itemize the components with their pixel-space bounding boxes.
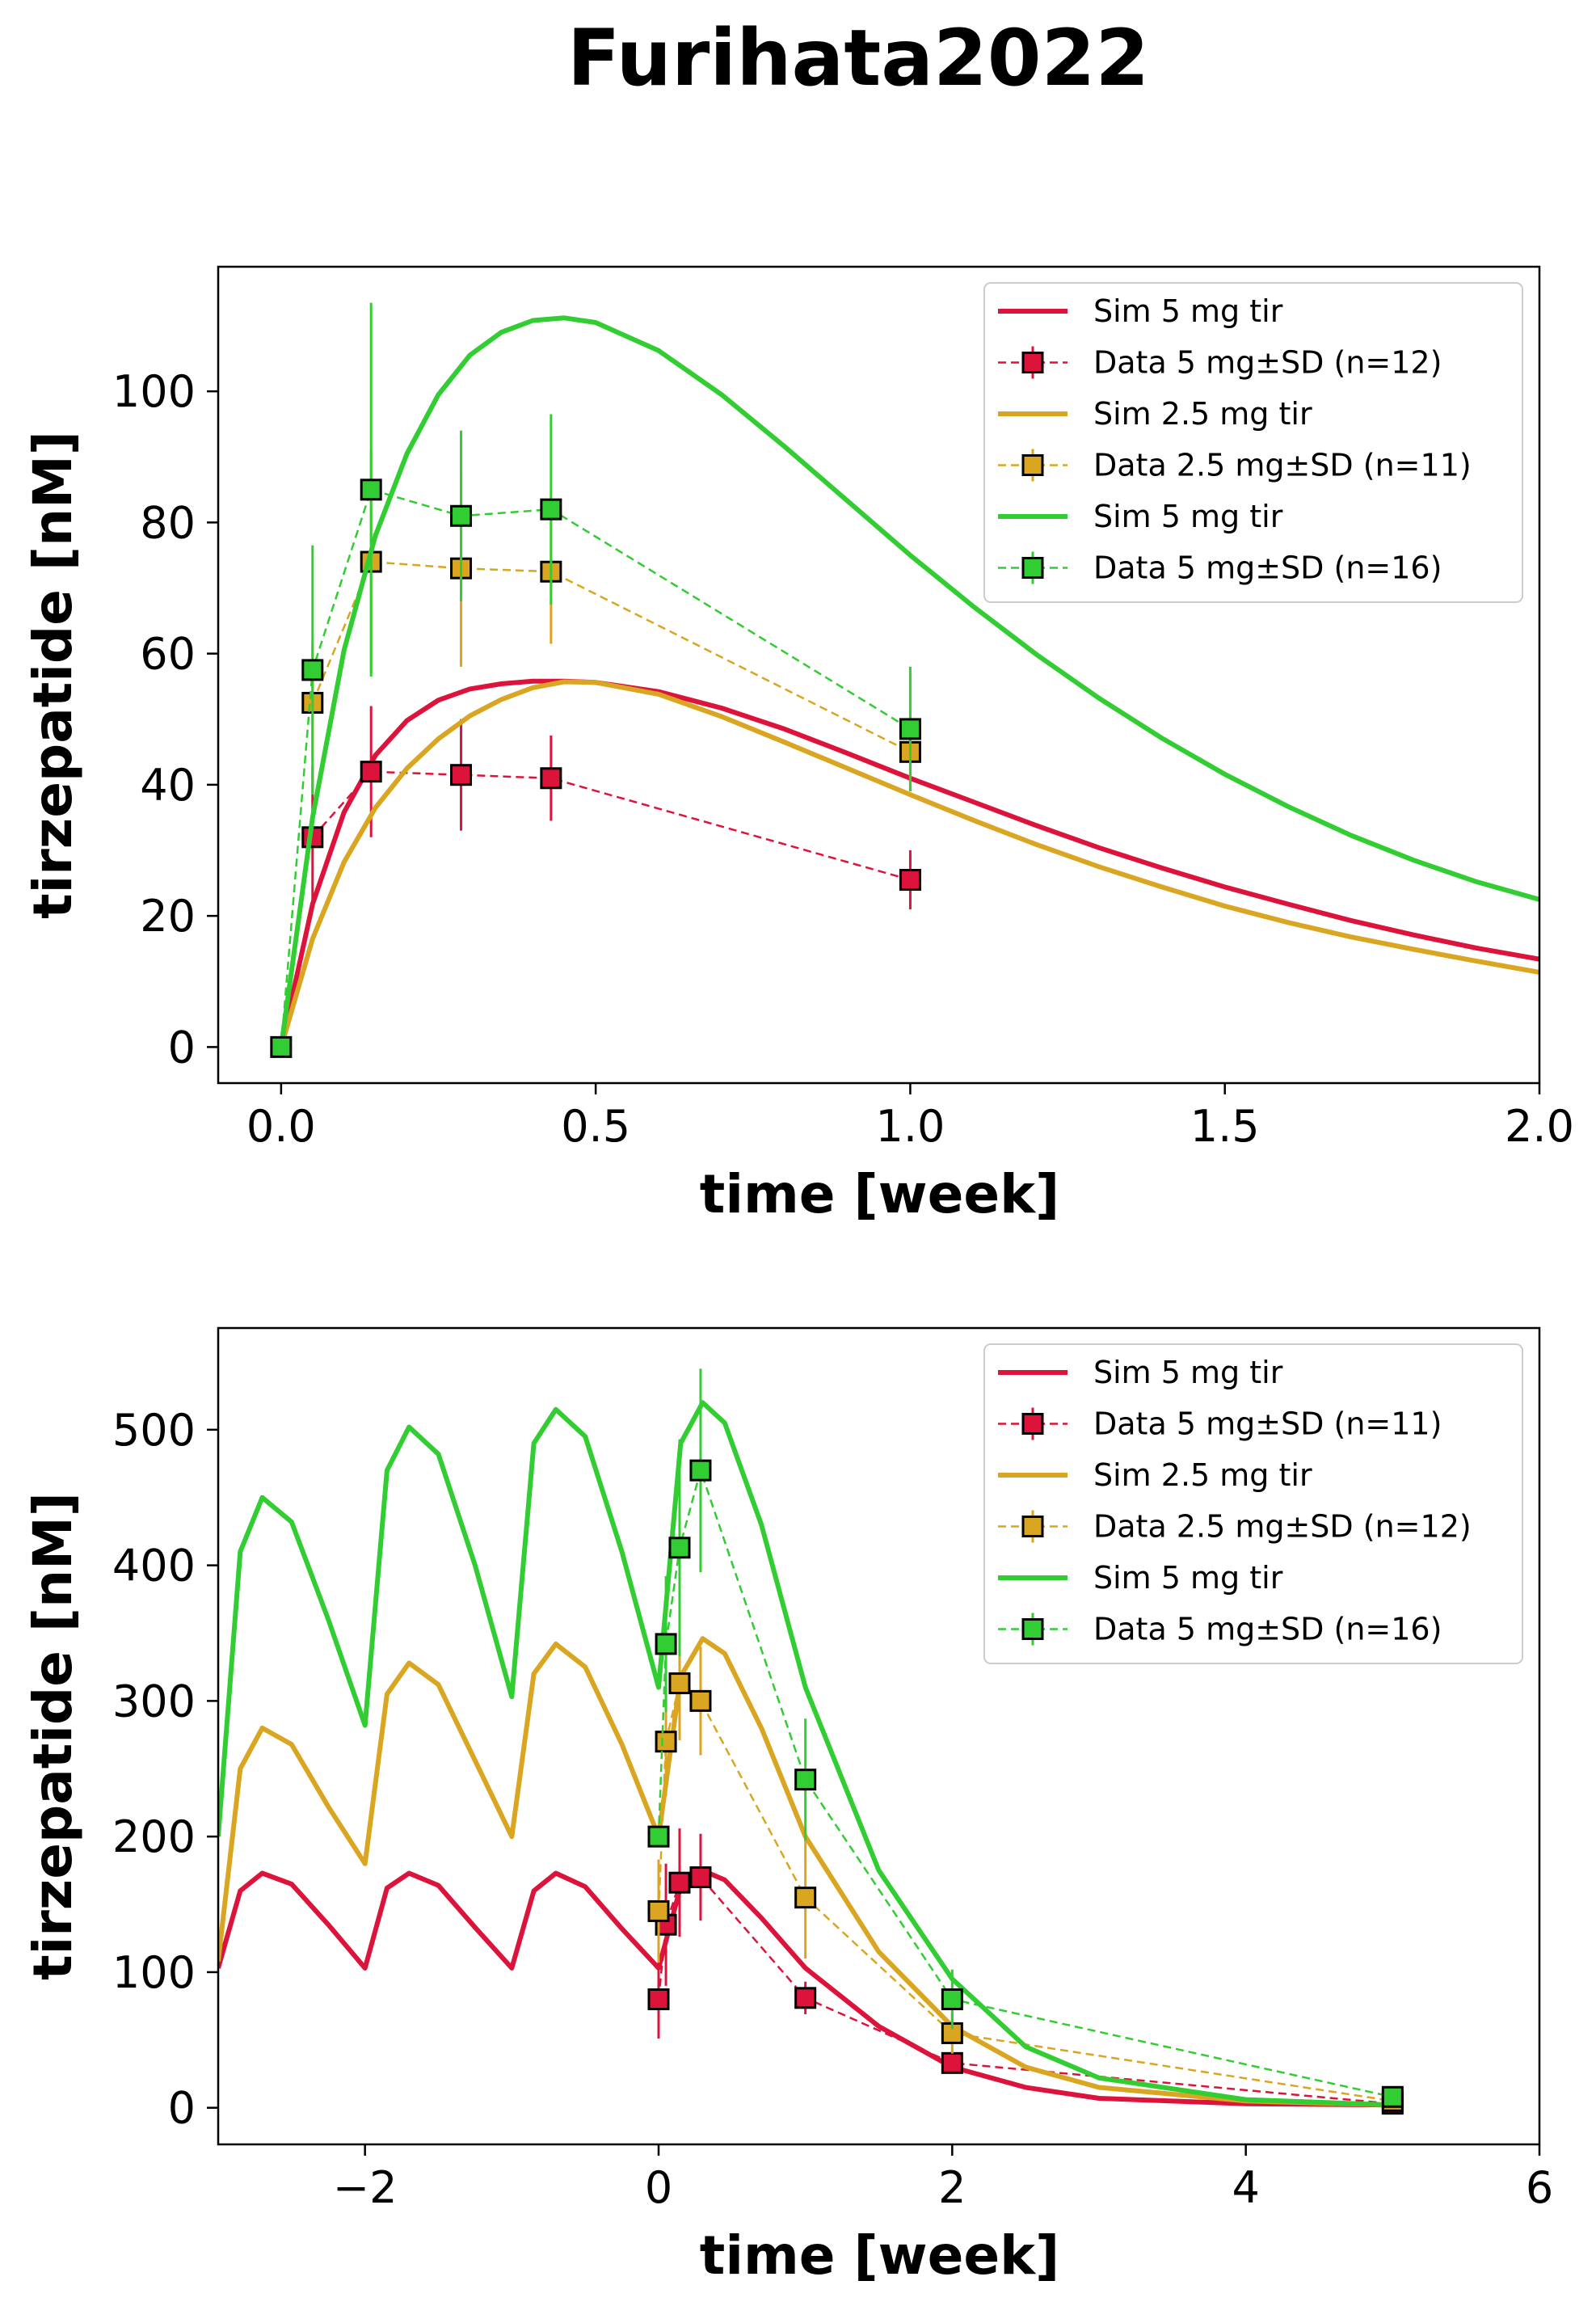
y-axis-label: tirzepatide [nM]: [22, 1492, 84, 1980]
sim-line-4: [218, 1400, 1393, 2108]
x-tick-label: 1.0: [875, 1101, 945, 1152]
y-tick-label: 40: [140, 760, 196, 811]
y-tick-label: 200: [112, 1811, 196, 1862]
plot-area: [270, 302, 1539, 1058]
data-point: [540, 767, 562, 790]
x-tick-label: 6: [1526, 2162, 1553, 2213]
y-tick-label: 100: [112, 1947, 196, 1998]
x-tick-label: 2.0: [1505, 1101, 1574, 1152]
data-point: [668, 1672, 691, 1695]
data-point: [270, 1035, 293, 1058]
data-line-1: [657, 1876, 1393, 2105]
data-point: [655, 1633, 677, 1655]
legend-label: Data 2.5 mg±SD (n=12): [1093, 1509, 1472, 1545]
x-axis-label: time [week]: [700, 2224, 1059, 2287]
data-point: [794, 1987, 817, 2009]
data-point: [899, 718, 921, 740]
top-panel: 0.0 0.5 1.0 1.5 2.0 0 20 40 60 80 100 time [week] ti…: [22, 265, 1574, 1225]
y-axis-label: tirzepatide [nM]: [22, 431, 84, 919]
legend-marker: [1021, 352, 1044, 373]
axes-frame: [217, 1326, 1541, 2146]
data-point: [655, 1731, 677, 1753]
legend-label: Data 5 mg±SD (n=16): [1093, 550, 1442, 586]
x-tick-label: 0.5: [561, 1101, 630, 1152]
y-tick-label: 0: [168, 2083, 196, 2134]
x-tick-label: 4: [1232, 2162, 1259, 2213]
legend-label: Sim 5 mg tir: [1093, 499, 1283, 534]
y-tick-label: 0: [168, 1022, 196, 1073]
data-point: [794, 1769, 817, 1791]
plot-area: [218, 1368, 1404, 2115]
legend-box: [983, 282, 1523, 603]
y-tick-label: 20: [140, 891, 196, 942]
data-point: [647, 1988, 670, 2010]
y-tick-label: 500: [112, 1405, 196, 1456]
y-tick-label: 80: [140, 497, 196, 548]
legend-marker: [1021, 1516, 1044, 1537]
legend-label: Sim 5 mg tir: [1093, 293, 1283, 329]
x-tick-label: 2: [938, 2162, 966, 2213]
data-point: [540, 498, 562, 521]
data-point: [668, 1871, 691, 1894]
sim-line-0: [278, 678, 1539, 1048]
bottom-panel: −2 0 2 4 6 0 100 200 300 400 500 time [week] tirzepa…: [22, 1326, 1553, 2287]
legend-label: Data 5 mg±SD (n=11): [1093, 1406, 1442, 1442]
legend-label: Sim 5 mg tir: [1093, 1560, 1283, 1596]
data-point: [941, 1988, 963, 2010]
legend-marker: [1021, 1413, 1044, 1435]
legend-label: Data 2.5 mg±SD (n=11): [1093, 448, 1472, 483]
axes-frame: [217, 265, 1541, 1085]
y-tick-label: 300: [112, 1676, 196, 1726]
y-tick-label: 60: [140, 629, 196, 680]
sim-line-2: [218, 1636, 1393, 2108]
data-point: [1381, 2085, 1404, 2108]
figure-title: Furihata2022: [567, 13, 1149, 103]
legend-label: Data 5 mg±SD (n=16): [1093, 1612, 1442, 1647]
data-point: [794, 1887, 817, 1909]
data-point: [941, 2051, 963, 2074]
legend-label: Data 5 mg±SD (n=12): [1093, 345, 1442, 381]
data-point: [360, 761, 382, 783]
data-point: [647, 1899, 670, 1922]
data-point: [301, 659, 324, 681]
legend-label: Sim 5 mg tir: [1093, 1355, 1283, 1390]
data-line-3: [311, 560, 911, 753]
data-point: [360, 479, 382, 501]
data-line-1: [311, 770, 911, 881]
data-point: [647, 1825, 670, 1848]
data-point: [668, 1537, 691, 1559]
y-tick-label: 400: [112, 1541, 196, 1592]
legend-marker: [1021, 557, 1044, 579]
data-line-5: [280, 488, 912, 1048]
x-tick-label: 1.5: [1190, 1101, 1260, 1152]
legend-marker: [1021, 1618, 1044, 1640]
data-point: [689, 1866, 712, 1888]
data-point: [689, 1459, 712, 1482]
data-point: [450, 764, 473, 786]
legend-box: [983, 1343, 1523, 1664]
legend-label: Sim 2.5 mg tir: [1093, 396, 1312, 432]
data-point: [689, 1689, 712, 1712]
data-point: [450, 504, 473, 527]
x-tick-label: 0: [645, 2162, 672, 2213]
x-tick-label: −2: [333, 2162, 398, 2213]
sim-line-0: [218, 1868, 1393, 2108]
x-axis-label: time [week]: [700, 1163, 1059, 1225]
legend-label: Sim 2.5 mg tir: [1093, 1457, 1312, 1493]
data-point: [899, 869, 921, 892]
legend: Sim 5 mg tir Data 5 mg±SD (n=11) Sim 2.5 m…: [983, 1343, 1523, 1664]
legend: Sim 5 mg tir Data 5 mg±SD (n=12) Sim 2.5 m…: [983, 282, 1523, 603]
sim-line-4: [278, 315, 1539, 1048]
y-tick-label: 100: [112, 366, 196, 417]
x-tick-label: 0.0: [246, 1101, 316, 1152]
legend-marker: [1021, 454, 1044, 476]
sim-line-2: [279, 679, 1539, 1048]
